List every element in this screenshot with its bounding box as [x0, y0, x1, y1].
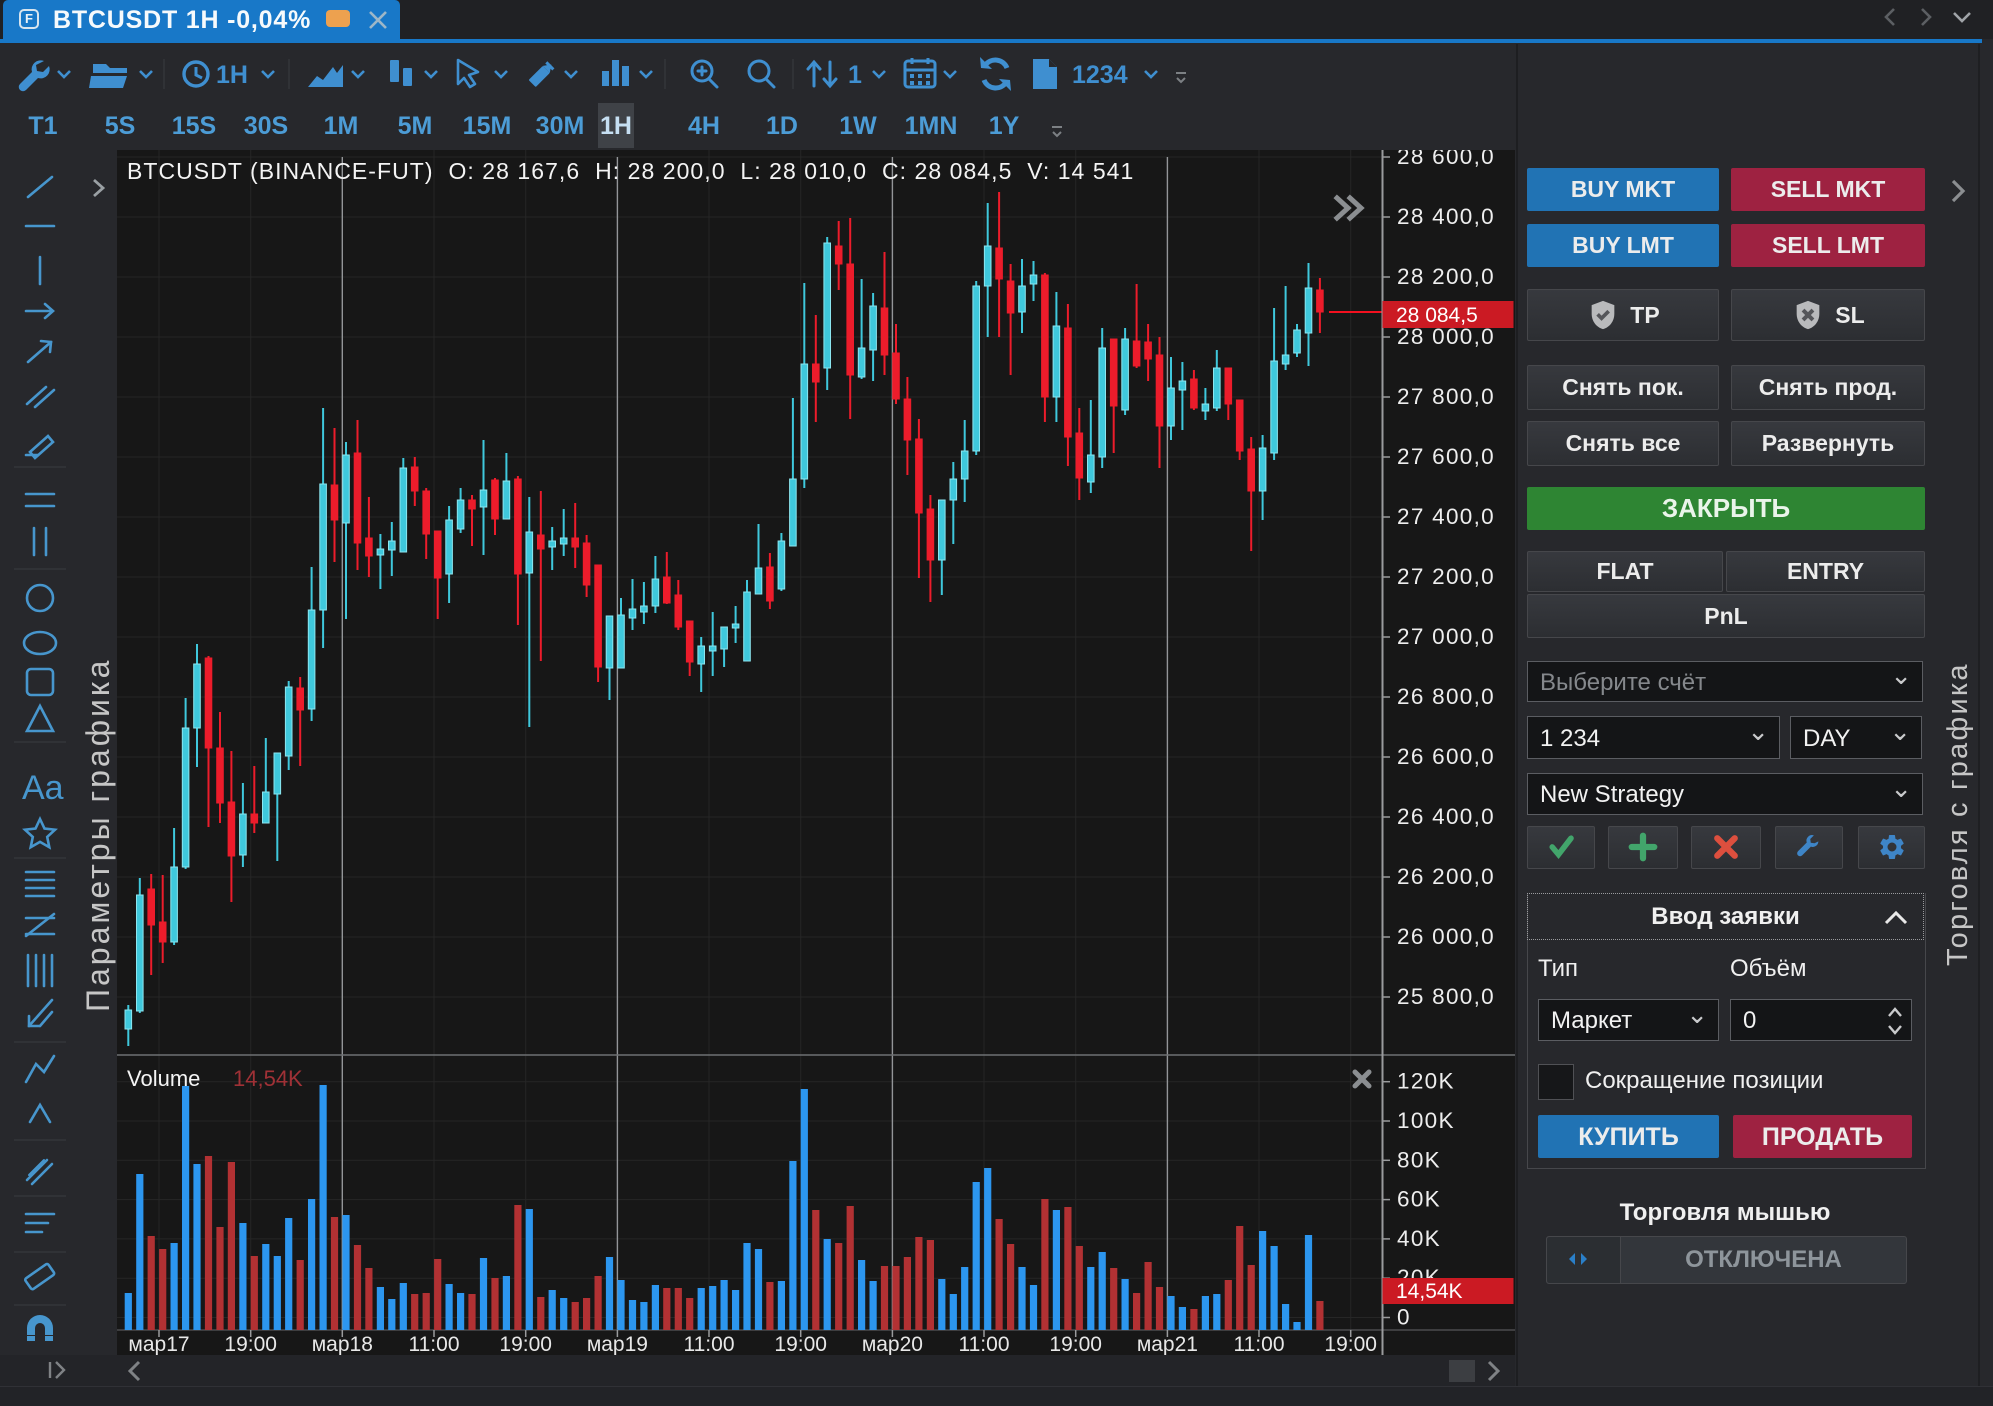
svg-text:19:00: 19:00: [774, 1333, 827, 1355]
svg-text:19:00: 19:00: [1324, 1333, 1377, 1355]
svg-text:26 800,0: 26 800,0: [1397, 684, 1495, 709]
svg-text:28 000,0: 28 000,0: [1397, 324, 1495, 349]
svg-text:80K: 80K: [1397, 1147, 1441, 1172]
svg-text:27 000,0: 27 000,0: [1397, 624, 1495, 649]
svg-text:40K: 40K: [1397, 1226, 1441, 1251]
svg-text:120K: 120K: [1397, 1069, 1455, 1094]
svg-text:26 400,0: 26 400,0: [1397, 804, 1495, 829]
svg-text:1H: 1H: [216, 61, 248, 89]
svg-text:1234: 1234: [1072, 61, 1128, 89]
svg-text:мар21: мар21: [1137, 1333, 1198, 1355]
svg-text:Volume: Volume: [127, 1066, 200, 1091]
svg-text:27 800,0: 27 800,0: [1397, 384, 1495, 409]
svg-text:11:00: 11:00: [684, 1333, 735, 1355]
svg-text:19:00: 19:00: [224, 1333, 277, 1355]
svg-text:28 084,5: 28 084,5: [1396, 304, 1478, 327]
svg-text:11:00: 11:00: [1234, 1333, 1285, 1355]
svg-text:27 200,0: 27 200,0: [1397, 564, 1495, 589]
svg-text:мар20: мар20: [862, 1333, 923, 1355]
svg-text:19:00: 19:00: [1049, 1333, 1102, 1355]
svg-text:11:00: 11:00: [959, 1333, 1010, 1355]
svg-text:100K: 100K: [1397, 1108, 1455, 1133]
svg-text:27 400,0: 27 400,0: [1397, 504, 1495, 529]
svg-text:27 600,0: 27 600,0: [1397, 444, 1495, 469]
svg-text:26 200,0: 26 200,0: [1397, 864, 1495, 889]
svg-text:26 600,0: 26 600,0: [1397, 744, 1495, 769]
svg-text:мар19: мар19: [587, 1333, 648, 1355]
svg-text:14,54K: 14,54K: [233, 1066, 303, 1091]
svg-text:11:00: 11:00: [409, 1333, 460, 1355]
svg-text:14,54K: 14,54K: [1396, 1280, 1463, 1303]
svg-text:мар17: мар17: [128, 1333, 189, 1355]
svg-text:Aa: Aa: [22, 769, 64, 807]
svg-text:19:00: 19:00: [499, 1333, 552, 1355]
svg-text:мар18: мар18: [312, 1333, 373, 1355]
svg-text:28 200,0: 28 200,0: [1397, 264, 1495, 289]
svg-text:1: 1: [848, 61, 862, 89]
svg-text:60K: 60K: [1397, 1187, 1441, 1212]
svg-text:0: 0: [1397, 1305, 1411, 1330]
svg-text:26 000,0: 26 000,0: [1397, 924, 1495, 949]
svg-text:28 400,0: 28 400,0: [1397, 204, 1495, 229]
svg-text:25 800,0: 25 800,0: [1397, 984, 1495, 1009]
svg-text:BTCUSDT (BINANCE-FUT) O: 28 1: BTCUSDT (BINANCE-FUT) O: 28 167,6 H: 28 …: [127, 158, 1134, 184]
svg-text:28 600,0: 28 600,0: [1397, 150, 1495, 169]
